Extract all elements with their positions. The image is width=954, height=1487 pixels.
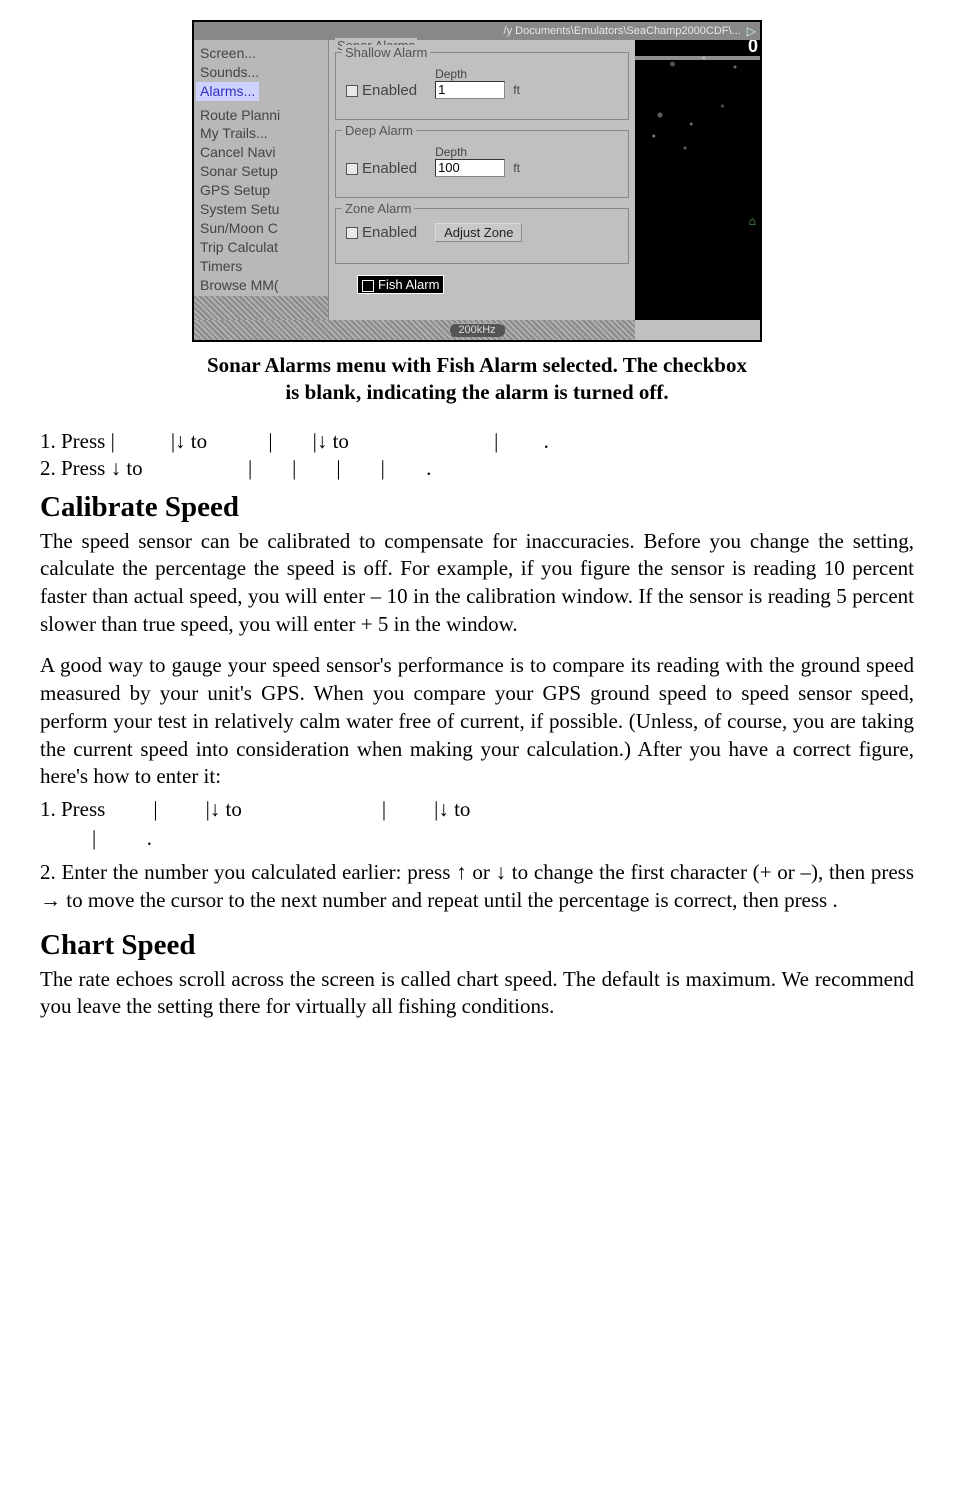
cal-step-1: 1. Press | | ↓ to | | ↓ to bbox=[40, 797, 914, 822]
menu-item-alarms[interactable]: Alarms... bbox=[196, 82, 259, 101]
step1-gap2 bbox=[212, 429, 268, 454]
heading-calibrate-speed: Calibrate Speed bbox=[40, 491, 914, 524]
deep-legend: Deep Alarm bbox=[342, 123, 416, 138]
sonar-bell-icon: ⌂ bbox=[749, 214, 756, 228]
zone-legend: Zone Alarm bbox=[342, 201, 414, 216]
cal1c-t0: | bbox=[92, 826, 96, 850]
menu-item-gps-setup[interactable]: GPS Setup bbox=[200, 181, 326, 200]
menu-item-timers[interactable]: Timers bbox=[200, 257, 326, 276]
step2-gap2 bbox=[252, 456, 292, 481]
play-icon: ▷ bbox=[747, 24, 756, 38]
deep-units: ft bbox=[513, 161, 520, 175]
menu-decoration bbox=[194, 296, 328, 320]
deep-depth-block: Depth 100 ft bbox=[435, 145, 520, 177]
deep-enabled-checkbox[interactable]: Enabled bbox=[346, 160, 417, 177]
zone-enabled-checkbox[interactable]: Enabled bbox=[346, 224, 417, 241]
menu-item-trip[interactable]: Trip Calculat bbox=[200, 238, 326, 257]
step-1-row: 1. Press | | ↓ to | | ↓ to | . bbox=[40, 429, 914, 454]
cal-step-2: 2. Enter the number you calculated earli… bbox=[40, 859, 914, 914]
cal1-t0: 1. Press bbox=[40, 797, 105, 822]
window-title-path: /y Documents\Emulators\SeaChamp2000CDF\.… bbox=[504, 25, 741, 37]
menu-item-sounds[interactable]: Sounds... bbox=[200, 63, 326, 82]
cal1-t3: ↓ to bbox=[210, 797, 242, 822]
status-bar: 200kHz bbox=[194, 320, 760, 340]
step2-gap3 bbox=[296, 456, 336, 481]
para-calibrate-1: The speed sensor can be calibrated to co… bbox=[40, 528, 914, 639]
sonar-screenshot-wrap: /y Documents\Emulators\SeaChamp2000CDF\.… bbox=[40, 20, 914, 342]
sonar-depth-top: 0 bbox=[748, 40, 758, 57]
shallow-legend: Shallow Alarm bbox=[342, 45, 430, 60]
sonar-surface-line bbox=[635, 56, 760, 60]
step-2-row: 2. Press ↓ to | | | | . bbox=[40, 456, 914, 481]
cal-step-1-cont: | . bbox=[92, 826, 914, 851]
step1-t10: . bbox=[538, 429, 549, 454]
shallow-alarm-group: Shallow Alarm Enabled Depth 1 ft bbox=[335, 52, 629, 120]
step1-gap5 bbox=[498, 429, 538, 454]
heading-chart-speed: Chart Speed bbox=[40, 929, 914, 962]
step1-t0: 1. Press bbox=[40, 429, 111, 454]
status-noise bbox=[194, 320, 635, 340]
step1-t8: ↓ to bbox=[317, 429, 354, 454]
menu-item-system[interactable]: System Setu bbox=[200, 200, 326, 219]
deep-depth-label: Depth bbox=[435, 145, 520, 159]
menu-item-trails[interactable]: My Trails... bbox=[200, 124, 326, 143]
step2-gap1 bbox=[148, 456, 248, 481]
menu-item-sonar-setup[interactable]: Sonar Setup bbox=[200, 162, 326, 181]
main-menu: Screen... Sounds... Alarms... Route Plan… bbox=[194, 40, 329, 340]
step1-gap1 bbox=[115, 429, 171, 454]
menu-item-browse[interactable]: Browse MM( bbox=[200, 276, 326, 295]
caption-line-2: is blank, indicating the alarm is turned… bbox=[285, 380, 668, 404]
window-titlebar: /y Documents\Emulators\SeaChamp2000CDF\.… bbox=[194, 22, 760, 40]
shallow-enabled-checkbox[interactable]: Enabled bbox=[346, 82, 417, 99]
cal1-t7: ↓ to bbox=[438, 797, 470, 822]
freq-badge: 200kHz bbox=[449, 323, 504, 337]
step1-gap4 bbox=[354, 429, 494, 454]
sonar-display: 0 60 ⌂ bbox=[635, 40, 760, 340]
cal1-gap1 bbox=[158, 797, 206, 822]
shallow-depth-label: Depth bbox=[435, 67, 520, 81]
menu-item-route[interactable]: Route Planni bbox=[200, 106, 326, 125]
sonar-noise bbox=[635, 40, 760, 340]
para-calibrate-2: A good way to gauge your speed sensor's … bbox=[40, 652, 914, 791]
figure-caption: Sonar Alarms menu with Fish Alarm select… bbox=[40, 352, 914, 407]
menu-item-screen[interactable]: Screen... bbox=[200, 44, 326, 63]
cal1-gap3 bbox=[386, 797, 434, 822]
shallow-units: ft bbox=[513, 83, 520, 97]
adjust-zone-button[interactable]: Adjust Zone bbox=[435, 223, 522, 242]
deep-depth-input[interactable]: 100 bbox=[435, 159, 505, 177]
step2-gap5 bbox=[385, 456, 421, 481]
shallow-depth-input[interactable]: 1 bbox=[435, 81, 505, 99]
para-chart-speed: The rate echoes scroll across the screen… bbox=[40, 966, 914, 1021]
deep-alarm-group: Deep Alarm Enabled Depth 100 ft bbox=[335, 130, 629, 198]
zone-alarm-group: Zone Alarm Enabled Adjust Zone bbox=[335, 208, 629, 264]
fish-alarm-row: Fish Alarm bbox=[357, 276, 444, 293]
steps-upper: 1. Press | | ↓ to | | ↓ to | . 2. Press … bbox=[40, 429, 914, 481]
step2-gap4 bbox=[341, 456, 381, 481]
sonar-screenshot: /y Documents\Emulators\SeaChamp2000CDF\.… bbox=[192, 20, 762, 342]
menu-item-cancel-nav[interactable]: Cancel Navi bbox=[200, 143, 326, 162]
cal1-gap0 bbox=[105, 797, 153, 822]
fish-alarm-checkbox[interactable]: Fish Alarm bbox=[357, 275, 444, 294]
step2-t8: . bbox=[421, 456, 432, 481]
caption-line-1: Sonar Alarms menu with Fish Alarm select… bbox=[207, 353, 747, 377]
step1-gap3 bbox=[273, 429, 313, 454]
sonar-alarms-panel: Sonar Alarms Shallow Alarm Enabled Depth… bbox=[329, 40, 635, 340]
cal1-gap2 bbox=[242, 797, 382, 822]
menu-item-sunmoon[interactable]: Sun/Moon C bbox=[200, 219, 326, 238]
step2-t0: 2. Press ↓ to bbox=[40, 456, 148, 481]
step1-t4: ↓ to bbox=[175, 429, 212, 454]
cal1c-t1: . bbox=[147, 826, 152, 850]
shallow-depth-block: Depth 1 ft bbox=[435, 67, 520, 99]
window-body: Screen... Sounds... Alarms... Route Plan… bbox=[194, 40, 760, 340]
